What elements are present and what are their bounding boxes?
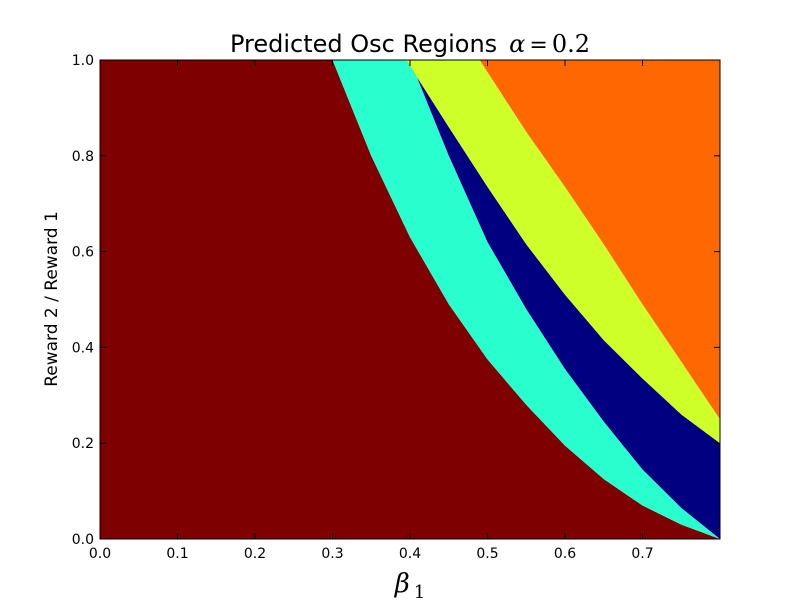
tick-layer: 0.0 0.1 0.2 0.3 0.4 0.5 0.6 0.7 0.0 0.2 0.4 0.6 0.8 1…	[72, 53, 720, 562]
x-tick-label: 0.5	[476, 546, 498, 562]
x-axis-label-symbol: β	[394, 569, 410, 599]
x-axis-label: β 1	[394, 569, 425, 600]
chart-title: Predicted Osc Regions α = 0.2	[230, 30, 590, 58]
region-layer	[100, 60, 720, 539]
x-tick-label: 0.1	[166, 546, 188, 562]
x-tick-label: 0.0	[89, 546, 111, 562]
x-tick-label: 0.4	[399, 546, 421, 562]
chart-title-value: 0.2	[552, 30, 590, 58]
y-tick-label: 0.2	[72, 436, 94, 452]
y-tick-label: 0.8	[72, 149, 94, 165]
chart-title-alpha: α	[509, 30, 525, 58]
chart-title-equals: =	[529, 33, 547, 58]
x-tick-label: 0.2	[244, 546, 266, 562]
y-axis-label: Reward 2 / Reward 1	[42, 211, 62, 387]
x-tick-label: 0.3	[321, 546, 343, 562]
region-5	[479, 60, 720, 420]
chart-title-text: Predicted Osc Regions	[230, 30, 497, 58]
region-2	[332, 60, 720, 539]
x-axis-label-subscript: 1	[414, 582, 425, 600]
x-tick-label: 0.6	[554, 546, 576, 562]
region-4	[406, 60, 720, 444]
region-1	[100, 60, 720, 539]
y-tick-label: 0.4	[72, 340, 94, 356]
x-tick-label: 0.7	[631, 546, 653, 562]
y-tick-label: 0.6	[72, 245, 94, 261]
y-tick-label: 0.0	[72, 532, 94, 548]
region-3	[406, 60, 720, 539]
y-tick-label: 1.0	[72, 53, 94, 69]
